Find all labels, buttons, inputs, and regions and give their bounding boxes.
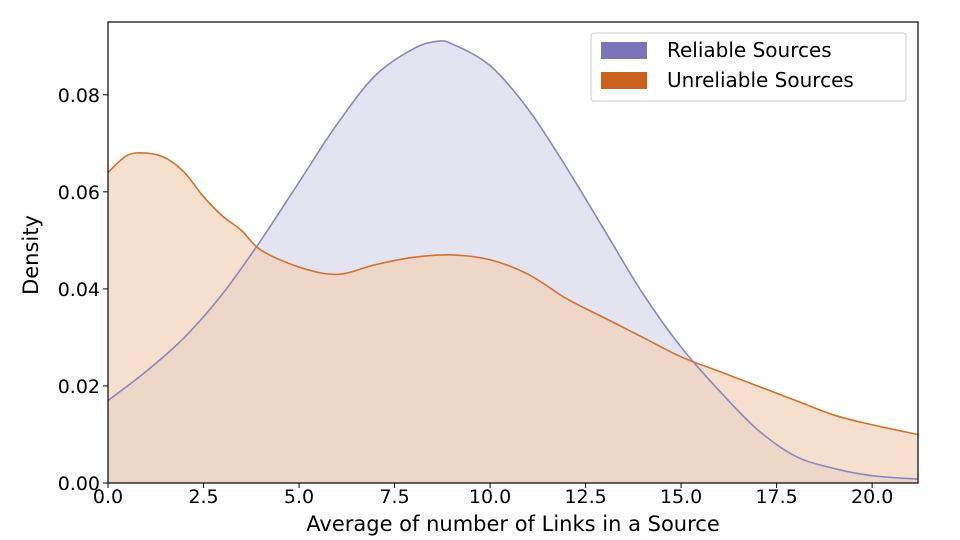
- x-tick-label: 7.5: [379, 486, 409, 508]
- series-area-1: [108, 152, 918, 483]
- y-axis-label: Density: [19, 215, 43, 295]
- y-tick-label: 0.04: [58, 279, 100, 301]
- x-tick-label: 5.0: [284, 486, 314, 508]
- y-tick-label: 0.00: [58, 473, 100, 495]
- y-tick-label: 0.06: [58, 182, 100, 204]
- legend-box: [590, 32, 907, 102]
- legend-swatch-0: [601, 42, 647, 59]
- x-tick-label: 12.5: [564, 486, 606, 508]
- x-tick-label: 2.5: [188, 486, 218, 508]
- x-tick-label: 0.0: [93, 486, 123, 508]
- series-line-0: [107, 39, 919, 480]
- x-axis-ticks: 0.0 2.5 5.0 7.5 10.0 12.5 15.0 17.5 20.0: [93, 483, 893, 508]
- series-lines: [107, 39, 919, 480]
- x-tick-label: 20.0: [851, 486, 893, 508]
- y-tick-label: 0.02: [58, 376, 100, 398]
- plot-frame: [107, 21, 919, 484]
- x-tick-label: 10.0: [469, 486, 511, 508]
- x-tick-label: 17.5: [755, 486, 797, 508]
- legend-label-0: Reliable Sources: [667, 38, 832, 62]
- y-tick-label: 0.08: [58, 85, 100, 107]
- y-axis-ticks: 0.00 0.02 0.04 0.06 0.08: [58, 85, 108, 495]
- series-areas: [108, 40, 918, 484]
- x-tick-label: 15.0: [660, 486, 702, 508]
- legend: Reliable Sources Unreliable Sources: [590, 32, 907, 102]
- legend-label-1: Unreliable Sources: [667, 68, 854, 92]
- series-line-1: [107, 151, 919, 436]
- legend-swatch-1: [601, 72, 647, 89]
- x-axis-label: Average of number of Links in a Source: [306, 512, 720, 536]
